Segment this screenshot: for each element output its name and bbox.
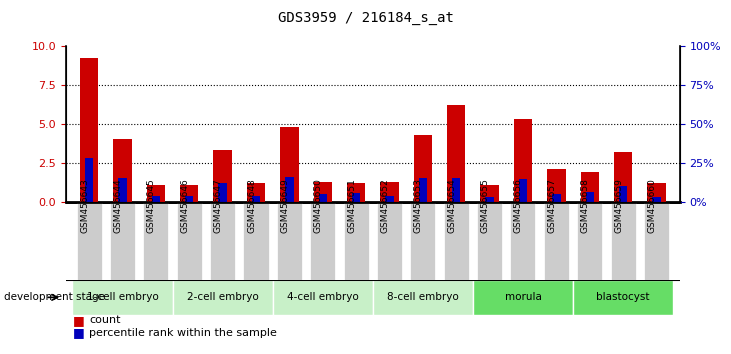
- Bar: [644, 202, 669, 280]
- Bar: [110, 202, 135, 280]
- Bar: [377, 202, 402, 280]
- Text: GSM456643: GSM456643: [80, 178, 89, 233]
- Bar: [473, 280, 573, 315]
- Text: GSM456644: GSM456644: [113, 178, 123, 233]
- Text: GSM456659: GSM456659: [614, 178, 623, 233]
- Text: GSM456651: GSM456651: [347, 178, 356, 233]
- Bar: [485, 197, 493, 202]
- Text: morula: morula: [504, 292, 542, 302]
- Bar: [452, 178, 461, 202]
- Bar: [173, 280, 273, 315]
- Bar: [280, 127, 298, 202]
- Bar: [143, 202, 168, 280]
- Bar: [477, 202, 502, 280]
- Bar: [185, 195, 194, 202]
- Text: GSM456653: GSM456653: [414, 178, 423, 233]
- Bar: [552, 194, 561, 202]
- Bar: [252, 196, 260, 202]
- Bar: [314, 182, 332, 202]
- Bar: [414, 135, 432, 202]
- Bar: [285, 177, 294, 202]
- Text: GSM456647: GSM456647: [213, 178, 223, 233]
- Text: percentile rank within the sample: percentile rank within the sample: [89, 328, 277, 338]
- Text: count: count: [89, 315, 121, 325]
- Bar: [77, 202, 102, 280]
- Bar: [380, 182, 398, 202]
- Bar: [344, 202, 368, 280]
- Bar: [213, 150, 232, 202]
- Text: 8-cell embryo: 8-cell embryo: [387, 292, 459, 302]
- Bar: [610, 202, 636, 280]
- Bar: [419, 178, 427, 202]
- Text: GSM456660: GSM456660: [648, 178, 656, 233]
- Text: ■: ■: [73, 314, 85, 327]
- Text: GSM456656: GSM456656: [514, 178, 523, 233]
- Bar: [177, 202, 202, 280]
- Bar: [647, 183, 666, 202]
- Bar: [310, 202, 336, 280]
- Bar: [385, 195, 394, 202]
- Bar: [619, 186, 627, 202]
- Bar: [210, 202, 235, 280]
- Bar: [319, 194, 327, 202]
- Text: blastocyst: blastocyst: [596, 292, 650, 302]
- Bar: [118, 178, 126, 202]
- Bar: [514, 119, 532, 202]
- Text: GSM456652: GSM456652: [381, 178, 390, 233]
- Bar: [652, 197, 661, 202]
- Bar: [243, 202, 268, 280]
- Text: GSM456648: GSM456648: [247, 178, 256, 233]
- Bar: [247, 183, 265, 202]
- Bar: [277, 202, 302, 280]
- Bar: [510, 202, 536, 280]
- Text: GSM456658: GSM456658: [580, 178, 590, 233]
- Text: 2-cell embryo: 2-cell embryo: [186, 292, 259, 302]
- Bar: [85, 158, 94, 202]
- Bar: [152, 195, 160, 202]
- Bar: [447, 105, 466, 202]
- Text: 1-cell embryo: 1-cell embryo: [87, 292, 159, 302]
- Bar: [580, 172, 599, 202]
- Bar: [180, 185, 198, 202]
- Bar: [480, 185, 499, 202]
- Bar: [519, 179, 527, 202]
- Bar: [347, 183, 366, 202]
- Text: GSM456654: GSM456654: [447, 178, 456, 233]
- Text: GDS3959 / 216184_s_at: GDS3959 / 216184_s_at: [278, 11, 453, 25]
- Bar: [352, 193, 360, 202]
- Bar: [614, 152, 632, 202]
- Bar: [548, 169, 566, 202]
- Text: 4-cell embryo: 4-cell embryo: [287, 292, 359, 302]
- Text: GSM456646: GSM456646: [181, 178, 189, 233]
- Bar: [219, 183, 227, 202]
- Text: GSM456657: GSM456657: [548, 178, 556, 233]
- Bar: [544, 202, 569, 280]
- Bar: [410, 202, 436, 280]
- Text: GSM456650: GSM456650: [314, 178, 323, 233]
- Bar: [573, 280, 673, 315]
- Bar: [586, 192, 594, 202]
- Bar: [80, 58, 99, 202]
- Text: GSM456645: GSM456645: [147, 178, 156, 233]
- Bar: [577, 202, 602, 280]
- Text: GSM456649: GSM456649: [281, 178, 289, 233]
- Bar: [72, 280, 173, 315]
- Text: development stage: development stage: [4, 292, 105, 302]
- Bar: [373, 280, 473, 315]
- Text: GSM456655: GSM456655: [480, 178, 490, 233]
- Bar: [147, 185, 165, 202]
- Bar: [444, 202, 469, 280]
- Text: ■: ■: [73, 326, 85, 339]
- Bar: [273, 280, 373, 315]
- Bar: [113, 139, 132, 202]
